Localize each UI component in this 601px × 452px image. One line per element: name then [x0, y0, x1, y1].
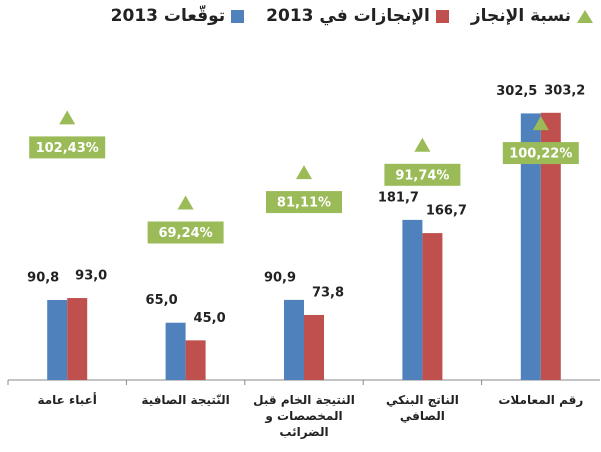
x-tick-label: النتيجة الخام قبل المخصصات و الضرائب: [253, 393, 355, 439]
data-label-box: [147, 221, 224, 244]
data-label: 90,9: [264, 270, 296, 285]
data-label: 90,8: [27, 270, 59, 285]
legend-label: توقّعات 2013: [110, 6, 226, 26]
data-label: 45,0: [194, 311, 226, 326]
marker: [414, 137, 431, 152]
legend: نسبة الإنجاز الإنجازات في 2013 توقّعات 201…: [111, 6, 593, 26]
data-label: 65,0: [146, 293, 178, 308]
data-label: 69,24%: [159, 226, 213, 241]
data-label-box: [384, 163, 461, 186]
x-tick-label: الناتج البنكي الصافي: [385, 393, 459, 423]
x-tick-label: النّتيجة الصافية: [141, 393, 230, 407]
legend-swatch: [231, 9, 245, 23]
marker: [532, 116, 549, 131]
data-label: 91,74%: [395, 168, 449, 183]
bar: [520, 113, 541, 380]
data-label: 181,7: [378, 190, 419, 205]
data-label-box: [502, 142, 579, 165]
bar: [47, 299, 68, 380]
bar: [304, 314, 324, 380]
bar: [165, 322, 186, 380]
legend-label: الإنجازات في 2013: [266, 6, 430, 26]
marker: [177, 195, 194, 210]
x-tick-label: رقم المعاملات: [498, 393, 584, 407]
bar: [284, 299, 304, 380]
data-label: 100,22%: [509, 147, 572, 162]
legend-item: نسبة الإنجاز: [471, 6, 593, 26]
legend-item: توقّعات 2013: [110, 6, 245, 26]
data-label: 73,8: [312, 285, 344, 300]
legend-swatch: [577, 9, 593, 23]
x-tick-label: أعباء عامة: [37, 393, 97, 407]
data-label: 93,0: [75, 269, 107, 284]
data-label: 81,11%: [277, 196, 331, 211]
marker: [59, 110, 76, 125]
bar: [422, 233, 443, 380]
bar: [185, 340, 206, 380]
bar: [67, 298, 88, 380]
data-label: 166,7: [426, 204, 467, 219]
bar: [402, 219, 423, 380]
data-label-box: [29, 136, 106, 159]
legend-label: نسبة الإنجاز: [470, 6, 571, 26]
marker: [296, 165, 312, 180]
legend-item: الإنجازات في 2013: [266, 6, 449, 26]
data-label: 102,43%: [36, 141, 99, 156]
legend-swatch: [435, 9, 449, 23]
bar: [540, 112, 561, 381]
data-label: 302,5: [496, 84, 537, 99]
data-label-box: [266, 191, 342, 214]
data-label: 303,2: [544, 83, 585, 98]
